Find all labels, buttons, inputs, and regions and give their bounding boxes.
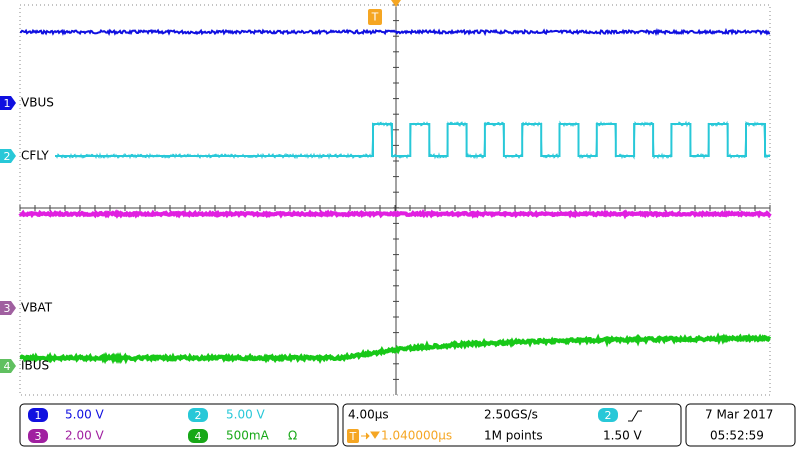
graticule (19, 4, 771, 395)
horizontal-panel (342, 403, 682, 447)
channel-badge (0, 301, 16, 315)
trigger-delay-marker: T (349, 430, 357, 443)
ch4-number: 4 (195, 430, 202, 443)
vertical-panel (19, 403, 339, 447)
ch4-unit: Ω (288, 429, 297, 443)
ch2-number: 2 (195, 409, 202, 422)
trigger-source: 2 (605, 409, 612, 422)
ch1-scale: 5.00 V (65, 408, 105, 422)
ch4-badge (188, 429, 208, 443)
ch3-trace (18, 209, 772, 220)
timebase: 4.00µs (348, 408, 389, 422)
ch4-scale: 500mA (226, 429, 270, 443)
trigger-marker: T (371, 11, 379, 24)
trigger-position (391, 0, 401, 7)
graticule-border (19, 4, 771, 396)
channel-label: IBUS (21, 359, 49, 373)
channel-label: CFLY (21, 149, 49, 163)
record-length: 1M points (484, 429, 543, 443)
trigger-source-badge (598, 408, 618, 422)
channel-badge (0, 149, 16, 163)
channel-number: 1 (4, 97, 11, 110)
date: 7 Mar 2017 (705, 408, 773, 422)
ch1-badge (28, 408, 48, 422)
trigger-badge (368, 9, 382, 25)
ch3-scale: 2.00 V (65, 429, 105, 443)
ch2-scale: 5.00 V (226, 408, 266, 422)
ch2-noise (54, 120, 771, 160)
datetime-panel (685, 403, 796, 447)
traces (18, 27, 772, 365)
ch4-trace (19, 332, 772, 365)
channel-badge (0, 359, 16, 373)
ch2-badge (188, 408, 208, 422)
trigger-level: 1.50 V (603, 429, 643, 443)
ch2-trace (55, 123, 770, 157)
trigger-delay-badge (347, 429, 359, 443)
channel-number: 4 (4, 360, 11, 373)
time: 05:52:59 (710, 429, 764, 443)
channel-markers: 1 VBUS 2 CFLY 3 VBAT 4 IBUS (0, 96, 54, 373)
ch3-number: 3 (35, 430, 42, 443)
channel-badge (0, 96, 16, 110)
channel-number: 2 (4, 150, 11, 163)
trigger-delay-arrow (361, 431, 380, 440)
ch1-trace (19, 27, 771, 37)
channel-label: VBUS (21, 96, 54, 110)
ch1-number: 1 (35, 409, 42, 422)
sample-rate: 2.50GS/s (484, 408, 538, 422)
channel-number: 3 (4, 302, 11, 315)
channel-label: VBAT (21, 301, 53, 315)
trigger-slope (628, 410, 642, 422)
ch3-badge (28, 429, 48, 443)
trigger-delay: 1.040000µs (381, 429, 452, 443)
